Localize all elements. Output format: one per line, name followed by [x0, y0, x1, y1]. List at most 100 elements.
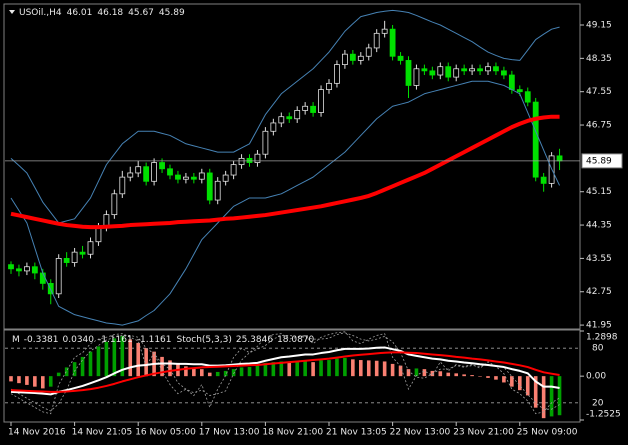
- indicator-value: 0.0340: [63, 335, 95, 345]
- histogram-bar: [88, 351, 93, 377]
- candle-body: [135, 166, 142, 174]
- candle-body: [349, 53, 356, 61]
- ohlc-value: 45.67: [128, 8, 154, 18]
- histogram-bar: [541, 376, 546, 419]
- histogram-bar: [335, 358, 339, 377]
- candle-body: [326, 82, 332, 91]
- candle-body: [175, 174, 181, 180]
- histogram-bar: [478, 376, 482, 377]
- overlay-line: [10, 114, 560, 230]
- candle-body: [477, 68, 483, 72]
- histogram-bar: [446, 372, 451, 377]
- indicator-name: M: [12, 335, 20, 345]
- candle-body: [516, 89, 523, 93]
- histogram-bar: [263, 362, 268, 377]
- x-tick-label: 23 Nov 21:00: [453, 428, 514, 438]
- histogram-bar: [454, 373, 458, 377]
- candle-body: [262, 130, 269, 155]
- stoch-value: 18.0870: [277, 335, 314, 345]
- candle-body: [238, 157, 245, 166]
- histogram-bar: [470, 375, 474, 377]
- main-panel-frame: [3, 3, 581, 330]
- histogram-bar: [215, 371, 220, 377]
- histogram-bar: [112, 338, 117, 377]
- candle-body: [334, 64, 340, 84]
- histogram-bar: [351, 359, 355, 377]
- menu-arrow: [9, 10, 15, 14]
- candle-body: [230, 164, 237, 176]
- histogram-bar: [96, 346, 101, 377]
- y-tick-label: 43.55: [586, 254, 612, 264]
- ohlc-value: 46.18: [97, 8, 123, 18]
- candle-body: [198, 172, 205, 180]
- histogram-bar: [271, 362, 276, 377]
- histogram-bar: [33, 376, 37, 387]
- candle-body: [469, 68, 476, 72]
- candle-body: [302, 105, 309, 111]
- histogram-bar: [374, 360, 379, 377]
- candle-body: [429, 70, 436, 76]
- y-tick-label: 0.00: [586, 372, 606, 382]
- indicator-value: -0.3381: [24, 335, 59, 345]
- histogram-bar: [406, 369, 411, 377]
- candle-body: [413, 68, 420, 86]
- candle-body: [87, 241, 94, 255]
- candle-body: [214, 180, 221, 201]
- histogram-bar: [311, 362, 315, 377]
- histogram-bar: [17, 376, 21, 384]
- histogram-bar: [168, 360, 172, 377]
- histogram-bar: [9, 376, 13, 382]
- y-tick-label: -1.2525: [586, 410, 621, 420]
- histogram-bar: [128, 339, 133, 377]
- histogram-bar: [510, 376, 514, 387]
- histogram-bar: [462, 374, 466, 377]
- y-tick-label: 46.75: [586, 121, 612, 131]
- ohlc-value: 46.01: [67, 8, 93, 18]
- histogram-bar: [343, 357, 347, 377]
- candle-body: [500, 70, 507, 76]
- candle-body: [8, 264, 14, 270]
- macd-line: [10, 351, 560, 393]
- histogram-bar: [64, 367, 69, 377]
- candle-body: [182, 176, 189, 180]
- macd-line: [10, 346, 560, 396]
- y-tick-label: 1.2898: [586, 333, 618, 343]
- histogram-bar: [518, 376, 522, 391]
- histogram-bar: [231, 369, 236, 377]
- candle-body: [95, 226, 102, 243]
- candle-body: [532, 101, 539, 178]
- y-tick-label: 42.75: [586, 287, 612, 297]
- candle-body: [55, 257, 62, 295]
- indicator-value: -1.1161: [98, 335, 133, 345]
- price-label-box: [581, 153, 623, 169]
- x-tick-label: 14 Nov 21:05: [72, 428, 133, 438]
- histogram-bar: [80, 356, 85, 377]
- histogram-bar: [247, 367, 252, 377]
- candle-body: [71, 251, 78, 263]
- candle-body: [373, 32, 380, 49]
- symbol: USOil.,H4: [19, 8, 62, 18]
- candle-body: [222, 174, 229, 182]
- y-tick-label: 41.95: [586, 321, 612, 331]
- x-tick-label: 21 Nov 13:05: [326, 428, 387, 438]
- histogram-bar: [239, 367, 244, 377]
- histogram-bar: [144, 348, 148, 377]
- indicator-plot: [5, 331, 580, 419]
- histogram-bar: [533, 376, 538, 408]
- candle-body: [206, 172, 213, 201]
- candle-body: [278, 116, 285, 124]
- candle-body: [246, 157, 253, 163]
- histogram-bar: [192, 368, 196, 377]
- histogram-bar: [549, 376, 554, 417]
- histogram-bar: [390, 363, 395, 377]
- candle-body: [540, 176, 547, 184]
- histogram-bar: [382, 361, 387, 377]
- candle-body: [405, 60, 412, 86]
- indicator-header: M -0.3381 0.0340 -1.1161 -1.1161 Stoch(5,3,3)…: [12, 335, 315, 345]
- stoch-name: Stoch(5,3,3): [177, 335, 232, 345]
- histogram-bar: [255, 365, 260, 377]
- histogram-bar: [398, 365, 403, 377]
- histogram-bar: [120, 335, 125, 377]
